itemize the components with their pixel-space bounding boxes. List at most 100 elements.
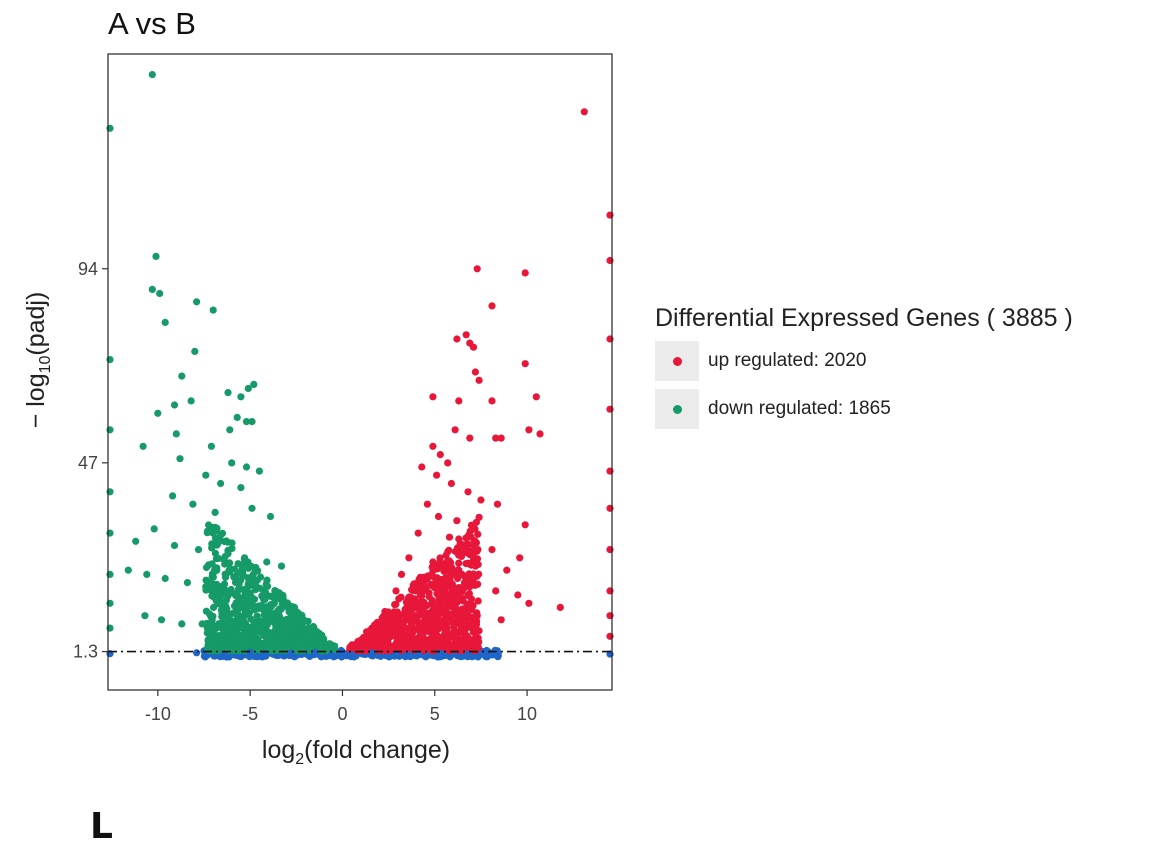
down-regulated-point — [211, 508, 219, 516]
up-regulated-point — [514, 591, 522, 599]
up-regulated-point — [458, 645, 466, 653]
down-regulated-point — [207, 636, 215, 645]
up-regulated-point — [439, 588, 447, 596]
up-regulated-point — [474, 597, 482, 605]
up-regulated-point — [556, 603, 564, 612]
up-regulated-point — [492, 434, 500, 442]
down-regulated-point — [241, 554, 249, 562]
down-regulated-point — [222, 571, 230, 580]
down-regulated-point — [224, 636, 232, 645]
down-regulated-point — [296, 628, 304, 636]
down-regulated-point — [290, 603, 299, 612]
up-regulated-point — [366, 641, 374, 649]
up-regulated-point — [471, 562, 479, 570]
down-regulated-point — [242, 621, 250, 630]
up-regulated-point — [428, 582, 436, 590]
down-regulated-point — [240, 642, 248, 651]
up-regulated-point — [453, 335, 461, 343]
down-regulated-point — [222, 609, 230, 617]
up-regulated-point — [397, 632, 406, 640]
up-regulated-point — [391, 601, 399, 609]
down-regulated-point — [207, 442, 215, 450]
up-regulated-point — [473, 641, 481, 649]
down-regulated-point — [224, 389, 232, 397]
down-regulated-point — [295, 620, 303, 628]
up-regulated-point — [409, 636, 417, 645]
up-regulated-point — [443, 595, 451, 603]
down-regulated-point — [299, 634, 308, 642]
down-regulated-point — [170, 541, 179, 550]
up-regulated-point — [470, 555, 478, 564]
y-tick-label: 94 — [78, 259, 98, 279]
up-regulated-point — [429, 629, 437, 637]
down-regulated-point — [237, 484, 245, 492]
up-regulated-point — [407, 595, 415, 603]
down-regulated-point — [275, 591, 283, 599]
not-significant-point — [493, 651, 502, 659]
up-regulated-point — [473, 612, 481, 620]
legend: Differential Expressed Genes ( 3885 ) up… — [655, 304, 1073, 429]
down-regulated-point — [243, 611, 251, 619]
up-regulated-point — [414, 529, 422, 537]
down-regulated-point — [141, 612, 149, 620]
up-regulated-point — [425, 589, 433, 597]
down-regulated-point — [183, 579, 191, 587]
up-regulated-point — [423, 609, 431, 617]
up-regulated-point — [462, 331, 470, 339]
down-regulated-point — [294, 641, 302, 649]
down-regulated-point — [156, 289, 164, 298]
down-regulated-point — [189, 500, 197, 508]
x-tick-label: -10 — [145, 704, 171, 724]
down-regulated-point — [244, 591, 252, 599]
down-regulated-point — [263, 634, 271, 642]
up-regulated-point — [457, 628, 465, 636]
up-regulated-point — [460, 578, 469, 587]
up-regulated-point — [405, 554, 413, 562]
up-regulated-point — [466, 600, 474, 609]
down-regulated-point — [258, 604, 266, 612]
up-regulated-point — [368, 624, 376, 632]
down-regulated-point — [280, 618, 288, 627]
down-regulated-point — [268, 641, 276, 649]
down-regulated-point — [267, 601, 275, 609]
down-regulated-point — [237, 393, 245, 401]
down-regulated-point — [327, 644, 335, 652]
up-regulated-point — [403, 631, 411, 639]
up-regulated-point — [468, 572, 476, 580]
data-points-layer — [106, 71, 614, 661]
up-regulated-point — [434, 603, 443, 612]
up-regulated-point — [408, 605, 416, 614]
up-regulated-point — [525, 599, 533, 607]
down-regulated-point — [247, 601, 255, 609]
up-regulated-point — [488, 302, 496, 310]
up-regulated-point — [462, 560, 470, 568]
down-regulated-point — [263, 558, 271, 566]
y-axis-label: − log10(padj) — [22, 292, 54, 429]
up-regulated-point — [516, 554, 524, 562]
down-regulated-point — [310, 628, 318, 636]
down-regulated-point — [265, 628, 273, 636]
up-regulated-point — [466, 583, 474, 591]
up-regulated-point — [429, 620, 437, 628]
up-regulated-point — [447, 566, 455, 574]
down-regulated-point — [212, 644, 220, 652]
up-regulated-point — [521, 269, 529, 277]
up-regulated-point — [386, 632, 395, 640]
up-regulated-point — [397, 570, 406, 579]
chart-title: A vs B — [108, 6, 196, 41]
up-regulated-point — [445, 546, 453, 555]
up-regulated-point — [464, 488, 472, 496]
up-regulated-point — [440, 567, 448, 575]
legend-label-up: up regulated: 2020 — [708, 350, 867, 371]
not-significant-point — [311, 648, 319, 657]
panel-letter: L — [90, 806, 113, 847]
up-regulated-point — [394, 645, 402, 653]
down-regulated-point — [217, 479, 225, 488]
not-significant-point — [368, 649, 376, 657]
x-tick-label: 5 — [430, 704, 440, 724]
down-regulated-point — [215, 554, 223, 563]
down-regulated-point — [248, 418, 256, 426]
up-regulated-point — [460, 584, 468, 592]
down-regulated-point — [222, 587, 230, 595]
down-regulated-point — [263, 577, 271, 585]
